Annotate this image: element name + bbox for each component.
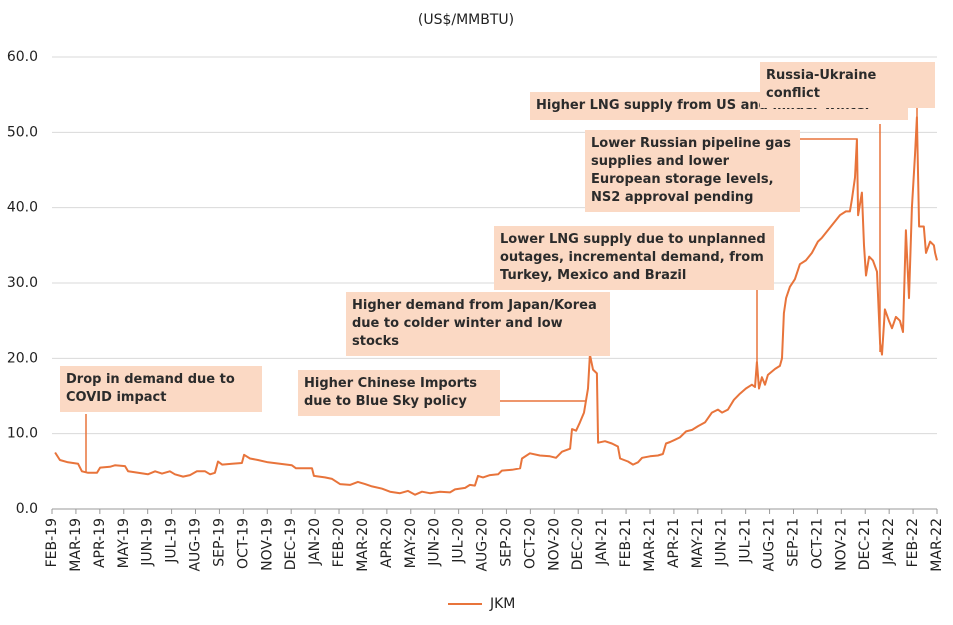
series-line	[54, 116, 938, 496]
x-tick-label: MAY-20	[403, 518, 419, 568]
x-tick-label: JUL-19	[164, 518, 180, 564]
x-tick-label: OCT-20	[522, 518, 538, 569]
annotation: Higher Chinese Imports due to Blue Sky p…	[298, 370, 500, 416]
x-tick-label: MAR-22	[929, 518, 945, 572]
x-tick-label: JUN-20	[427, 518, 443, 567]
y-tick-label: 10.0	[7, 426, 38, 442]
x-tick-label: JUN-21	[714, 518, 730, 567]
annotation: Drop in demand due to COVID impact	[60, 366, 262, 412]
x-tick-label: DEC-20	[570, 518, 586, 570]
x-tick-label: AUG-21	[762, 518, 778, 572]
x-tick-label: DEC-19	[283, 518, 299, 570]
annotation: Lower LNG supply due to unplanned outage…	[494, 226, 774, 290]
x-tick-label: OCT-19	[235, 518, 251, 569]
legend-label: JKM	[489, 596, 515, 612]
y-tick-label: 30.0	[7, 275, 38, 291]
x-tick-label: JAN-22	[881, 518, 897, 566]
x-tick-label: MAR-21	[642, 518, 658, 572]
x-tick-label: NOV-19	[259, 518, 275, 571]
x-tick-label: SEP-21	[785, 518, 801, 567]
x-tick-label: NOV-20	[546, 518, 562, 571]
x-tick-label: MAY-19	[116, 518, 132, 568]
x-tick-label: OCT-21	[809, 518, 825, 569]
y-tick-label: 0.0	[16, 501, 38, 517]
x-tick-label: JUL-21	[738, 518, 754, 564]
y-tick-label: 60.0	[7, 49, 38, 65]
annotation: Lower Russian pipeline gas supplies and …	[585, 130, 800, 212]
x-tick-label: MAR-20	[355, 518, 371, 572]
x-tick-label: APR-20	[379, 518, 395, 568]
annotation: Russia-Ukraine conflict	[760, 62, 935, 108]
annotation: Higher demand from Japan/Korea due to co…	[346, 292, 610, 356]
annotation-leader	[800, 138, 858, 146]
x-tick-label: APR-19	[92, 518, 108, 568]
x-tick-label: SEP-19	[211, 518, 227, 567]
y-tick-label: 40.0	[7, 200, 38, 216]
x-tick-label: NOV-21	[833, 518, 849, 571]
chart-title: (US$/MMBTU)	[418, 12, 514, 28]
x-tick-label: APR-21	[666, 518, 682, 568]
y-tick-label: 50.0	[7, 124, 38, 140]
x-tick-label: AUG-19	[188, 518, 204, 572]
x-tick-label: FEB-21	[618, 518, 634, 567]
x-tick-label: JAN-21	[594, 518, 610, 566]
y-tick-label: 20.0	[7, 350, 38, 366]
x-tick-label: FEB-20	[331, 518, 347, 567]
x-tick-label: MAY-21	[690, 518, 706, 568]
x-tick-label: JAN-20	[307, 518, 323, 566]
x-tick-label: MAR-19	[68, 518, 84, 572]
x-tick-label: FEB-19	[44, 518, 60, 567]
x-tick-label: SEP-20	[498, 518, 514, 567]
x-tick-label: AUG-20	[475, 518, 491, 572]
x-tick-label: FEB-22	[905, 518, 921, 567]
x-tick-label: DEC-21	[857, 518, 873, 570]
x-tick-label: JUN-19	[140, 518, 156, 567]
x-tick-label: JUL-20	[451, 518, 467, 564]
